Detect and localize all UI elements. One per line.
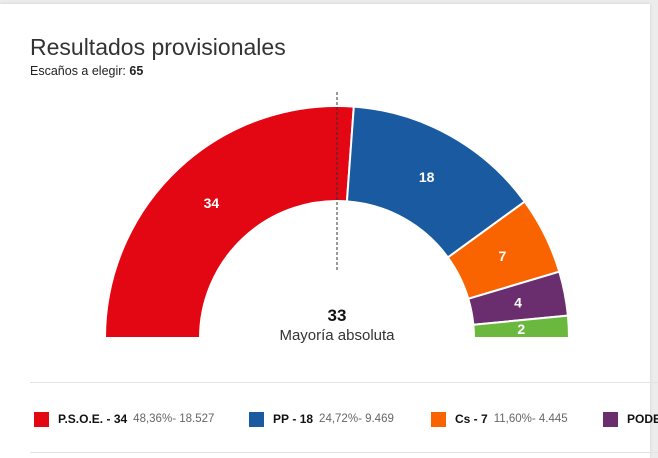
- legend-party: PODE: [627, 412, 658, 426]
- legend-divider-bottom: [30, 452, 658, 453]
- seat-labels: 34 18 7 4 2: [204, 169, 526, 337]
- legend-percent: 48,36%: [133, 413, 173, 425]
- legend-swatch: [603, 411, 618, 427]
- legend-separator: -: [531, 413, 539, 425]
- seats-to-elect-value: 65: [129, 64, 144, 78]
- majority-label: Mayoría absoluta: [279, 327, 395, 344]
- legend: P.S.O.E. - 34 48,36% - 18.527 PP - 18 24…: [34, 410, 658, 428]
- legend-separator: -: [358, 413, 366, 425]
- legend-dash: -: [103, 412, 114, 426]
- legend-item-cs[interactable]: Cs - 7 11,60% - 4.445: [431, 410, 568, 428]
- seat-label-1: 18: [419, 169, 435, 185]
- majority-value: 33: [328, 306, 347, 325]
- legend-dash: -: [289, 412, 300, 426]
- legend-party: Cs: [455, 412, 471, 426]
- legend-item-podemos[interactable]: PODE: [603, 410, 658, 428]
- legend-item-psoe[interactable]: P.S.O.E. - 34 48,36% - 18.527: [34, 410, 214, 428]
- legend-seats: 7: [481, 412, 488, 426]
- legend-percent: 11,60%: [493, 413, 532, 425]
- seat-label-3: 4: [514, 295, 522, 311]
- legend-swatch: [431, 411, 446, 427]
- legend-dash: -: [470, 412, 482, 426]
- seats-to-elect: Escaños a elegir: 65: [30, 64, 143, 78]
- legend-party: P.S.O.E.: [58, 412, 104, 426]
- seat-label-4: 2: [517, 321, 525, 337]
- seat-arc-4[interactable]: [472, 314, 571, 339]
- seat-label-0: 34: [204, 195, 220, 211]
- chart-arcs: [103, 105, 571, 339]
- legend-votes: 18.527: [179, 413, 215, 425]
- legend-separator: -: [172, 413, 180, 425]
- legend-swatch: [34, 411, 49, 427]
- page-title: Resultados provisionales: [30, 34, 286, 60]
- legend-seats: 18: [299, 412, 314, 426]
- seat-label-2: 7: [498, 248, 506, 264]
- legend-percent: 24,72%: [319, 413, 359, 425]
- legend-votes: 9.469: [365, 413, 394, 425]
- seats-to-elect-label: Escaños a elegir:: [30, 64, 126, 78]
- legend-party: PP: [273, 412, 290, 426]
- legend-swatch: [249, 411, 264, 427]
- legend-votes: 4.445: [538, 413, 568, 425]
- seat-arc-0[interactable]: [103, 105, 355, 339]
- legend-seats: 34: [113, 412, 128, 426]
- legend-divider-top: [30, 382, 658, 383]
- legend-item-pp[interactable]: PP - 18 24,72% - 9.469: [249, 410, 394, 428]
